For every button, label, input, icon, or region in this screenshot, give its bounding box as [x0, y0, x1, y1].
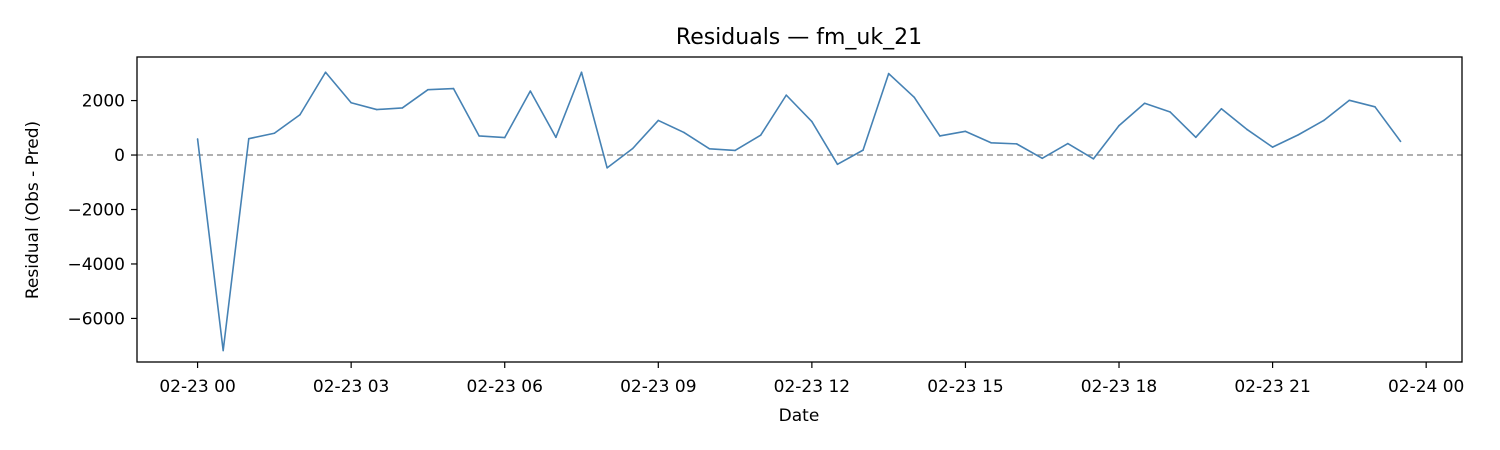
data-point — [811, 120, 813, 123]
data-point — [657, 119, 660, 122]
data-point — [1195, 136, 1197, 139]
x-tick-label: 02-24 00 — [1388, 377, 1464, 397]
data-point — [939, 135, 941, 137]
data-point — [427, 88, 429, 91]
x-axis: 02-23 00 02-23 03 02-23 06 02-23 09 02-23 12… — [159, 362, 1464, 397]
y-axis: 2000 0 −2000 −4000 −6000 — [67, 92, 137, 329]
data-point — [196, 138, 199, 140]
data-point — [1297, 134, 1299, 136]
data-point — [1169, 111, 1172, 113]
data-point — [990, 141, 992, 144]
x-tick-label: 02-23 18 — [1081, 377, 1157, 397]
y-tick-label: 0 — [114, 146, 125, 166]
data-point — [964, 130, 967, 133]
data-point — [913, 96, 916, 99]
data-point — [299, 113, 301, 116]
x-tick-label: 02-23 00 — [159, 377, 235, 397]
data-point — [1271, 146, 1274, 148]
data-point — [785, 94, 788, 96]
data-point — [708, 147, 711, 150]
data-point — [222, 349, 224, 352]
x-tick-label: 02-23 06 — [467, 377, 543, 397]
data-point — [1322, 119, 1325, 122]
data-point — [1015, 143, 1018, 145]
data-point — [503, 136, 506, 139]
data-point — [401, 107, 404, 109]
data-point — [350, 101, 352, 104]
y-tick-label: −4000 — [67, 255, 125, 275]
data-point — [452, 87, 455, 90]
data-point — [606, 167, 608, 169]
data-point — [836, 163, 839, 166]
data-point — [862, 149, 864, 151]
data-point — [273, 132, 276, 135]
y-tick-label: 2000 — [82, 92, 125, 112]
data-point — [580, 71, 583, 74]
data-point — [1246, 128, 1248, 131]
data-point — [1143, 102, 1146, 105]
data-point — [529, 90, 532, 92]
y-tick-label: −2000 — [67, 201, 125, 221]
data-point — [1374, 106, 1376, 108]
data-point — [324, 71, 327, 74]
data-point — [247, 137, 250, 140]
data-point — [1220, 107, 1223, 110]
x-tick-label: 02-23 15 — [927, 377, 1003, 397]
residual-series-line — [196, 71, 1402, 352]
data-point — [1067, 142, 1069, 145]
data-point — [375, 108, 378, 111]
data-point — [478, 135, 480, 137]
plot-area — [137, 57, 1462, 362]
data-point — [1348, 99, 1351, 102]
data-point — [734, 149, 736, 152]
data-point — [1118, 124, 1120, 127]
data-point — [683, 131, 685, 134]
data-point — [555, 136, 557, 139]
data-point — [631, 147, 634, 150]
data-point — [1041, 157, 1044, 160]
x-tick-label: 02-23 09 — [620, 377, 696, 397]
x-tick-label: 02-23 12 — [774, 377, 850, 397]
data-point — [887, 72, 890, 75]
data-point — [759, 134, 762, 136]
x-axis-label: Date — [779, 406, 820, 426]
x-tick-label: 02-23 21 — [1234, 377, 1310, 397]
data-point — [1399, 140, 1402, 143]
y-tick-label: −6000 — [67, 309, 125, 329]
x-tick-label: 02-23 03 — [313, 377, 389, 397]
data-point — [1092, 158, 1095, 160]
chart-title: Residuals — fm_uk_21 — [676, 25, 922, 50]
y-axis-label: Residual (Obs - Pred) — [23, 121, 43, 299]
